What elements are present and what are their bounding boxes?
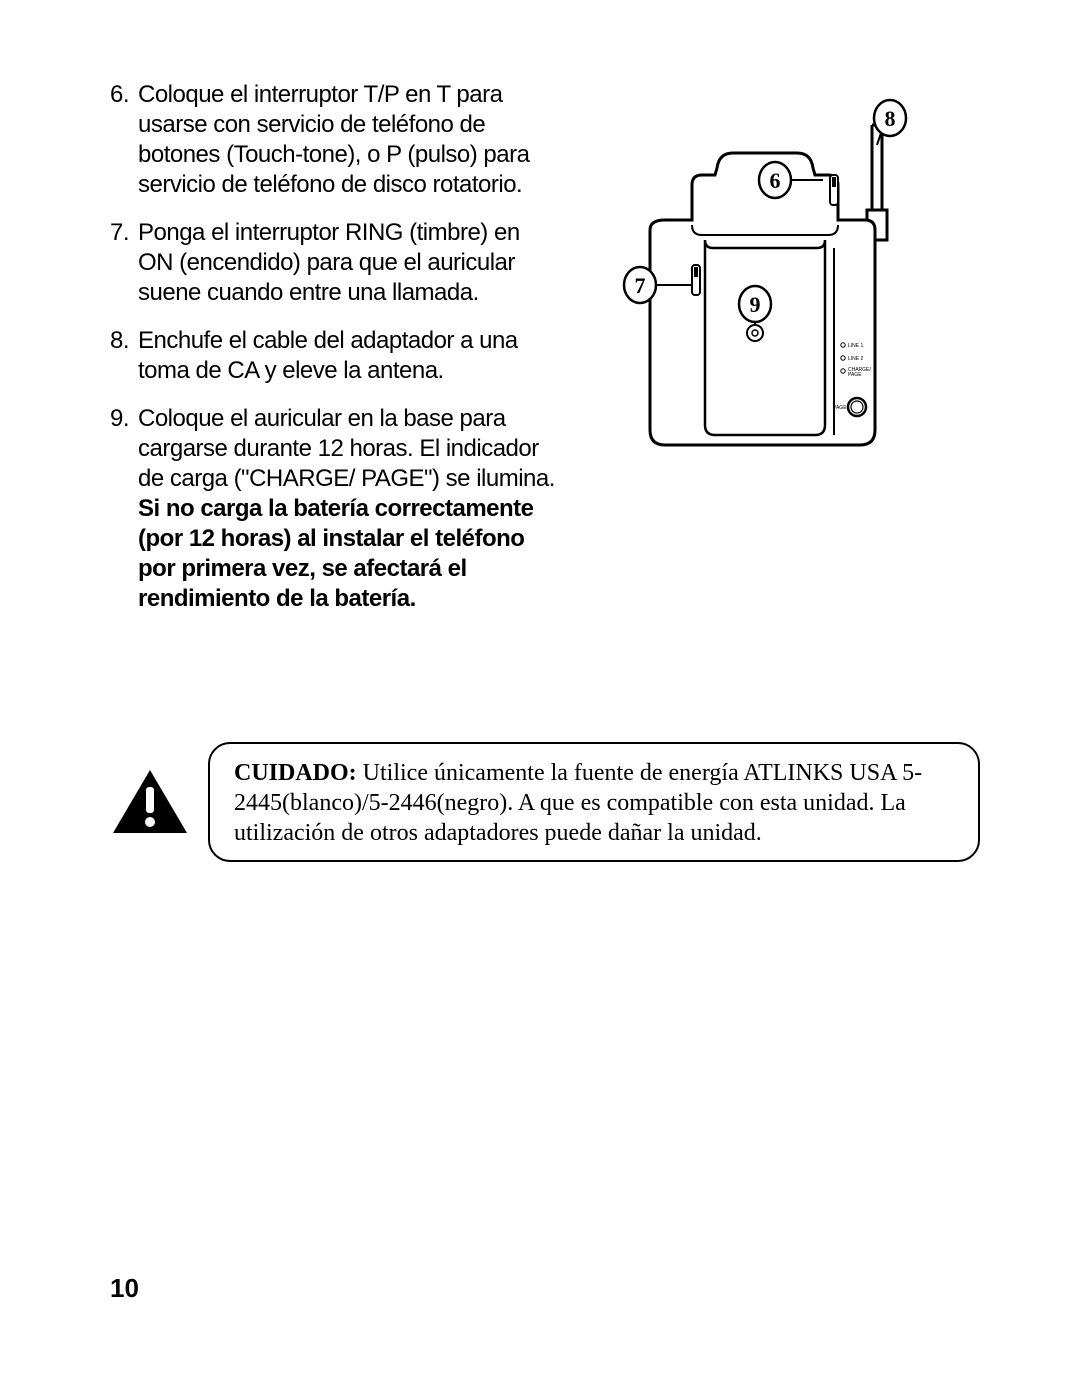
- caution-section: CUIDADO: Utilice únicamente la fuente de…: [110, 742, 980, 862]
- phone-base-diagram: LINE 1 LINE 2 CHARGE/ PAGE PAGE: [585, 90, 925, 455]
- step-body: Enchufe el cable del adaptador a una tom…: [138, 326, 555, 386]
- step-body: Ponga el interruptor RING (timbre) en ON…: [138, 218, 555, 308]
- step-plain: Coloque el auricular en la base para car…: [138, 405, 555, 492]
- caution-label: CUIDADO:: [234, 760, 357, 786]
- tp-switch: [692, 265, 700, 295]
- led-label-line2: LINE 2: [848, 356, 864, 362]
- step-bold: Si no carga la batería correctamente (po…: [138, 495, 534, 612]
- page-button-label: PAGE: [833, 405, 847, 411]
- callout-6-label: 6: [770, 168, 781, 193]
- steps-list: 6. Coloque el interruptor T/P en T para …: [110, 80, 555, 614]
- step-body: Coloque el interruptor T/P en T para usa…: [138, 80, 555, 200]
- step-6: 6. Coloque el interruptor T/P en T para …: [110, 80, 555, 200]
- step-number: 9.: [110, 404, 138, 614]
- callout-8-label: 8: [885, 106, 896, 131]
- led-label-line1: LINE 1: [848, 343, 864, 349]
- callout-9-label: 9: [750, 292, 761, 317]
- warning-icon: [110, 767, 190, 837]
- step-8: 8. Enchufe el cable del adaptador a una …: [110, 326, 555, 386]
- callout-7-label: 7: [635, 273, 646, 298]
- handset-well: [705, 240, 825, 435]
- ring-switch: [830, 175, 838, 205]
- step-7: 7. Ponga el interruptor RING (timbre) en…: [110, 218, 555, 308]
- diagram-column: LINE 1 LINE 2 CHARGE/ PAGE PAGE: [585, 80, 925, 632]
- caution-box: CUIDADO: Utilice únicamente la fuente de…: [208, 742, 980, 862]
- instruction-text-column: 6. Coloque el interruptor T/P en T para …: [110, 80, 555, 632]
- step-number: 7.: [110, 218, 138, 308]
- step-number: 6.: [110, 80, 138, 200]
- callout-8: 8: [874, 100, 906, 145]
- page-number: 10: [110, 1273, 139, 1304]
- step-9: 9. Coloque el auricular en la base para …: [110, 404, 555, 614]
- step-body: Coloque el auricular en la base para car…: [138, 404, 555, 614]
- led-label-page: PAGE: [848, 372, 862, 378]
- step-number: 8.: [110, 326, 138, 386]
